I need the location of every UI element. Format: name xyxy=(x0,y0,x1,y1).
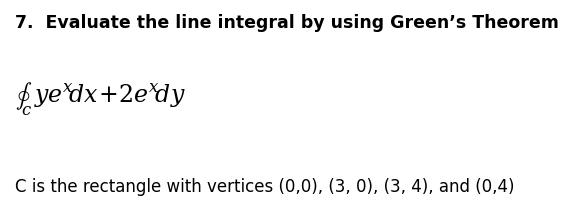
Text: C is the rectangle with vertices (0,0), (3, 0), (3, 4), and (0,4): C is the rectangle with vertices (0,0), … xyxy=(15,178,514,196)
Text: 7.  Evaluate the line integral by using Green’s Theorem: 7. Evaluate the line integral by using G… xyxy=(15,14,558,32)
Text: $\oint_{\!\!c}\,ye^x\!dx\!+\!2e^x\!dy$: $\oint_{\!\!c}\,ye^x\!dx\!+\!2e^x\!dy$ xyxy=(15,81,185,118)
